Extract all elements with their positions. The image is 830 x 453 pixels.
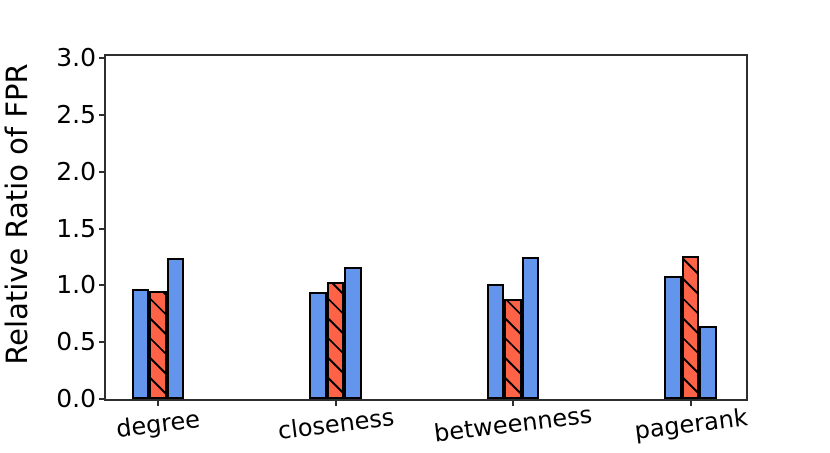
bar-pagerank-blue-left-bar [664, 276, 682, 399]
x-tick-label-closeness: closeness [275, 402, 396, 446]
y-tick-label: 0.0 [56, 384, 96, 413]
x-tick-label-degree: degree [114, 404, 202, 444]
bar-degree-red-hatched-bar [149, 291, 167, 399]
x-tick-mark [334, 401, 337, 406]
bar-degree-blue-right-bar [166, 258, 185, 399]
bar-closeness-blue-right-bar [344, 267, 362, 399]
y-tick-mark [99, 114, 104, 117]
x-tick-mark [157, 401, 159, 406]
y-tick-label: 2.0 [56, 156, 96, 186]
y-tick-mark [99, 227, 104, 230]
bar-betweenness-blue-right-bar [521, 257, 540, 399]
x-tick-mark [689, 401, 692, 406]
bar-betweenness-blue-left-bar [486, 284, 505, 399]
y-tick-label: 0.5 [56, 327, 96, 357]
x-tick-mark [512, 401, 514, 406]
y-tick-mark [99, 284, 104, 287]
bar-pagerank-red-hatched-bar [681, 256, 700, 399]
bar-betweenness-red-hatched-bar [504, 299, 522, 399]
y-tick-label: 3.0 [56, 43, 96, 73]
bar-closeness-red-hatched-bar [326, 282, 345, 399]
bar-pagerank-blue-right-bar [699, 326, 717, 399]
x-tick-label-pagerank: pagerank [632, 403, 749, 445]
y-tick-mark [99, 57, 104, 60]
y-tick-label: 1.5 [56, 213, 96, 243]
y-tick-label: 2.5 [56, 100, 96, 130]
bar-degree-blue-left-bar [131, 289, 150, 399]
y-tick-label: 1.0 [56, 270, 96, 300]
plot-area [104, 54, 748, 401]
x-tick-label-betweenness: betweenness [432, 400, 594, 448]
y-tick-mark [99, 341, 104, 344]
y-tick-mark [99, 398, 104, 400]
bar-closeness-blue-left-bar [309, 292, 327, 399]
y-tick-mark [99, 170, 104, 173]
